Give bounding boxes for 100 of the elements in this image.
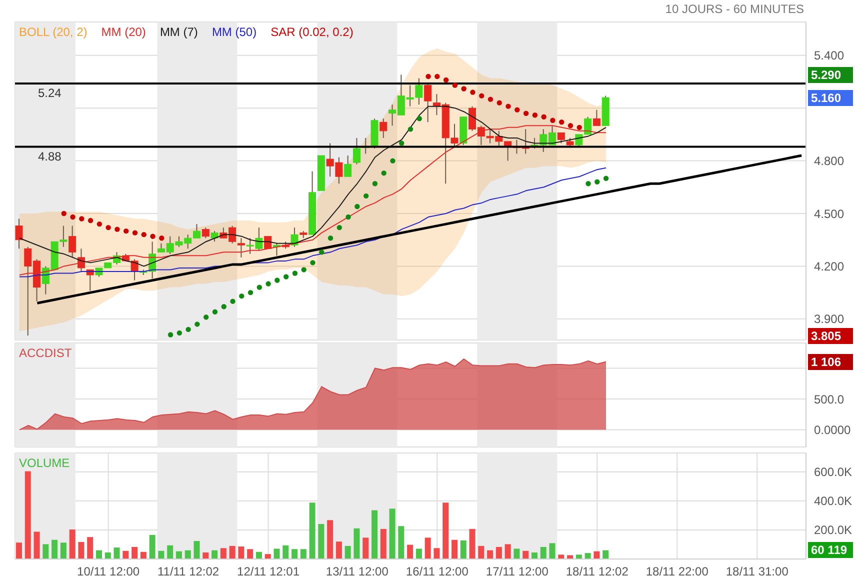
bar (24, 471, 31, 559)
bar (451, 540, 458, 559)
x-tick-label: 18/11 12:02 (566, 564, 629, 579)
bar (362, 538, 369, 559)
bar (42, 544, 49, 559)
bar (194, 540, 200, 559)
bar (407, 544, 414, 559)
bar (149, 534, 156, 559)
text: 3.805 (808, 328, 853, 344)
bar (87, 537, 94, 559)
y-tick-label: 4.500 (814, 206, 844, 221)
bar (318, 524, 324, 559)
bar (442, 502, 449, 559)
bar (176, 551, 182, 559)
text: SAR (0.02, 0.2) (270, 25, 354, 39)
candlestick (344, 155, 352, 178)
x-tick-label: 18/11 31:00 (726, 564, 789, 579)
y-tick-label: 3.900 (814, 312, 844, 326)
text: MM (50) (212, 25, 257, 39)
bar (212, 550, 218, 559)
bar (309, 502, 316, 559)
y-tick-label: 5.400 (814, 48, 844, 63)
x-tick-label: 17/11 12:00 (486, 564, 549, 579)
y-tick-label: 4.200 (814, 259, 844, 274)
bar (478, 546, 484, 559)
text: 1 106 (808, 354, 853, 370)
bar (416, 548, 422, 559)
bar (264, 554, 271, 559)
text: 5.290 (808, 66, 853, 83)
bar (558, 554, 564, 559)
bar (78, 542, 84, 559)
series-label: VOLUME (19, 456, 70, 470)
bar (282, 545, 289, 559)
bar (104, 552, 111, 559)
ref-line-label: 5.24 (38, 86, 62, 100)
bar (549, 543, 556, 559)
candlestick (15, 218, 23, 250)
bar (344, 546, 351, 559)
bar (229, 546, 236, 559)
bar (52, 540, 58, 559)
bar (602, 550, 609, 559)
y-tick-label: 500.0 (814, 392, 844, 406)
candlestick (592, 109, 600, 126)
bar (96, 550, 102, 559)
bar (594, 551, 600, 559)
bar (531, 552, 538, 559)
candlestick (237, 238, 245, 258)
bar (514, 548, 520, 559)
bar (158, 550, 164, 559)
bar (372, 510, 378, 559)
bar (69, 530, 76, 559)
chart-title: 10 JOURS - 60 MINUTES (665, 2, 804, 16)
legend-label: BOLL (20, 2) (19, 25, 88, 39)
x-tick-label: 16/11 12:00 (406, 564, 469, 579)
y-tick-label: 400.0K (814, 494, 852, 508)
candlestick (424, 82, 432, 123)
candlestick (380, 118, 388, 138)
bar (584, 553, 591, 559)
bar (114, 548, 120, 559)
x-tick-label: 12/11 12:01 (237, 564, 300, 579)
bar (167, 545, 174, 559)
bar (504, 544, 511, 559)
bar (292, 549, 298, 559)
x-tick-label: 18/11 22:00 (646, 564, 709, 579)
bar (300, 549, 306, 559)
bar (327, 520, 334, 559)
bar (184, 550, 191, 559)
y-tick-label: 200.0K (814, 523, 852, 538)
bar (238, 546, 244, 559)
candlestick (352, 137, 360, 165)
text: ACCDIST (19, 346, 72, 360)
bar (496, 546, 502, 559)
bar (434, 548, 440, 559)
bar (487, 550, 494, 559)
bar (256, 552, 262, 559)
text: 60 119 (808, 542, 853, 558)
bar (336, 542, 342, 559)
text: 5.160 (808, 90, 853, 106)
bar (247, 549, 254, 559)
bar (122, 550, 129, 559)
bar (576, 554, 582, 559)
bar (16, 542, 22, 559)
x-tick-label: 13/11 12:00 (326, 564, 389, 579)
bar (460, 540, 466, 559)
x-tick-label: 11/11 12:02 (157, 564, 220, 579)
candlestick (210, 230, 218, 242)
y-tick-label: 0.0000 (814, 423, 852, 438)
bar (380, 528, 386, 559)
bar (354, 528, 360, 559)
bar (274, 548, 280, 559)
bar (540, 546, 546, 559)
bar (522, 550, 529, 559)
candlestick (557, 132, 565, 144)
bar (202, 552, 209, 559)
bar (34, 532, 40, 559)
text: MM (7) (160, 25, 198, 39)
bar (220, 548, 226, 559)
text: MM (20) (101, 25, 146, 39)
line-series (36, 154, 803, 304)
candlestick (68, 225, 76, 258)
